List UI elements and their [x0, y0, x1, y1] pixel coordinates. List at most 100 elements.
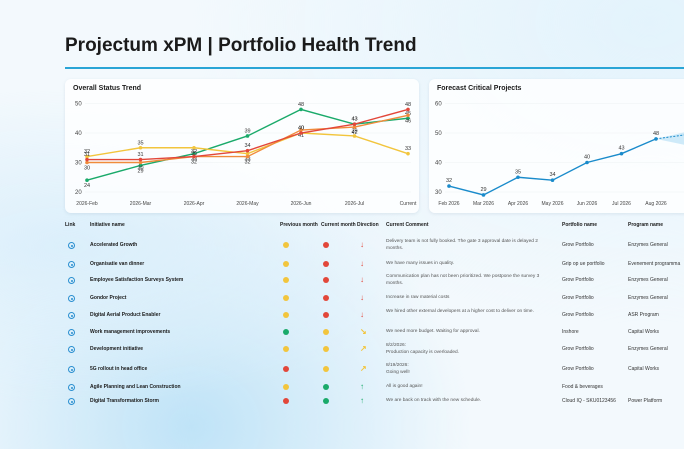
col-header-direction[interactable]: Direction — [357, 222, 379, 228]
data-point — [516, 175, 520, 180]
current-comment: Delivery team is not fully booked. The g… — [386, 239, 538, 251]
current-comment: We have many issues in quality. — [386, 261, 455, 266]
data-point — [138, 160, 143, 165]
row-link-icon[interactable] — [68, 312, 75, 319]
x-tick-label: Apr 2026 — [508, 201, 529, 207]
col-header-previous[interactable]: Previous month — [280, 222, 318, 228]
initiative-name[interactable]: 5G rollout in head office — [90, 366, 148, 372]
col-header-program[interactable]: Program name — [628, 222, 664, 228]
data-label: 31 — [137, 152, 143, 158]
data-label: 32 — [191, 149, 197, 155]
row-link-icon[interactable] — [68, 261, 75, 268]
x-tick-label: 2026-Mar — [130, 201, 152, 207]
data-label: 39 — [351, 128, 357, 134]
data-label: 29 — [137, 168, 143, 174]
row-link-icon[interactable] — [68, 366, 75, 373]
data-point — [406, 113, 410, 118]
data-point — [352, 122, 357, 126]
initiative-name[interactable]: Gondor Project — [90, 295, 127, 301]
data-label: 42 — [351, 130, 357, 136]
data-label: 35 — [191, 151, 197, 157]
data-label: 48 — [298, 102, 304, 108]
row-link-icon[interactable] — [68, 295, 75, 302]
portfolio-name: Grow Portfolio — [562, 366, 594, 372]
data-point — [654, 137, 658, 141]
data-point — [447, 184, 451, 188]
direction-arrow-icon: ↑ — [360, 382, 364, 391]
data-label: 40 — [584, 155, 590, 161]
data-label: 32 — [244, 160, 250, 166]
row-link-icon[interactable] — [68, 398, 75, 405]
data-label: 48 — [405, 102, 411, 108]
title-divider — [65, 67, 684, 69]
chart-title: Forecast Critical Projects — [437, 85, 522, 92]
data-point — [245, 151, 250, 156]
data-point — [299, 107, 303, 112]
data-label: 48 — [653, 131, 659, 137]
data-point — [85, 178, 89, 182]
col-header-link[interactable]: Link — [65, 222, 76, 228]
x-tick-label: 2026-Jul — [345, 201, 364, 207]
row-link-icon[interactable] — [68, 384, 75, 391]
col-header-current[interactable]: Current month — [321, 222, 356, 228]
portfolio-name: Cloud IQ - SKU0123456 — [562, 398, 616, 404]
y-tick-label: 50 — [435, 131, 442, 137]
initiative-name[interactable]: Organisatie van dinner — [90, 261, 145, 267]
current-comment: 8/2/2026: Production capacity is overloa… — [386, 343, 460, 355]
x-tick-label: May 2026 — [542, 201, 564, 207]
data-point — [299, 128, 303, 132]
data-point — [619, 151, 624, 156]
data-point — [406, 116, 410, 121]
current-status-dot — [323, 295, 329, 301]
direction-arrow-icon: ↓ — [360, 240, 364, 249]
data-point — [85, 154, 89, 159]
x-tick-label: 2026-Feb — [76, 201, 98, 207]
direction-arrow-icon: ↓ — [360, 293, 364, 302]
data-point — [299, 131, 303, 135]
current-comment: Increase in raw material costs — [386, 295, 450, 300]
data-label: 32 — [446, 178, 452, 184]
data-label: 35 — [515, 169, 521, 175]
data-label: 32 — [191, 160, 197, 166]
data-point — [138, 157, 143, 162]
row-link-icon[interactable] — [68, 277, 75, 284]
initiative-name[interactable]: Employee Satisfaction Surveys System — [90, 277, 184, 283]
initiative-name[interactable]: Development initiative — [90, 346, 144, 352]
initiative-name[interactable]: Digital Aerial Product Enabler — [90, 312, 161, 318]
initiative-name[interactable]: Digital Transformation Storm — [90, 398, 159, 404]
data-label: 35 — [137, 140, 143, 146]
program-name: Power Platform — [628, 398, 663, 404]
data-point — [85, 157, 89, 162]
forecast-critical-projects-chart: 30 40 50 60 Feb 2026 Mar 2026 Apr 2026 May 2026… — [435, 102, 684, 207]
direction-arrow-icon: ↑ — [360, 396, 364, 405]
program-name: Evenement programma — [628, 261, 681, 267]
col-header-comment[interactable]: Current Comment — [386, 222, 429, 228]
initiative-name[interactable]: Work management improvements — [90, 329, 171, 335]
data-label: 46 — [405, 118, 411, 124]
row-link-icon[interactable] — [68, 346, 75, 353]
direction-arrow-icon: ↓ — [360, 310, 364, 319]
initiative-name[interactable]: Accelerated Growth — [90, 242, 138, 248]
previous-status-dot — [283, 384, 289, 390]
current-comment: We are back on track with the new schedu… — [386, 398, 482, 403]
row-link-icon[interactable] — [68, 242, 75, 249]
program-name: Enzymes General — [628, 295, 668, 301]
data-label: 30 — [84, 166, 90, 172]
data-point — [192, 154, 196, 159]
data-point — [245, 134, 250, 138]
current-status-dot — [323, 329, 329, 335]
data-label: 43 — [618, 146, 624, 152]
current-comment: Communication plan has not been prioriti… — [386, 274, 540, 286]
x-tick-label: 2026-May — [236, 201, 259, 207]
direction-arrow-icon: ↓ — [360, 259, 364, 268]
x-tick-label: Feb 2026 — [438, 201, 459, 207]
row-link-icon[interactable] — [68, 329, 75, 336]
current-status-dot — [323, 242, 329, 248]
previous-status-dot — [283, 312, 289, 318]
current-status-dot — [323, 366, 329, 372]
col-header-initiative[interactable]: Initiative name — [90, 222, 125, 228]
initiative-name[interactable]: Agile Planning and Lean Construction — [90, 384, 181, 390]
data-label: 32 — [84, 149, 90, 155]
data-point — [481, 193, 486, 197]
col-header-portfolio[interactable]: Portfolio name — [562, 222, 598, 228]
